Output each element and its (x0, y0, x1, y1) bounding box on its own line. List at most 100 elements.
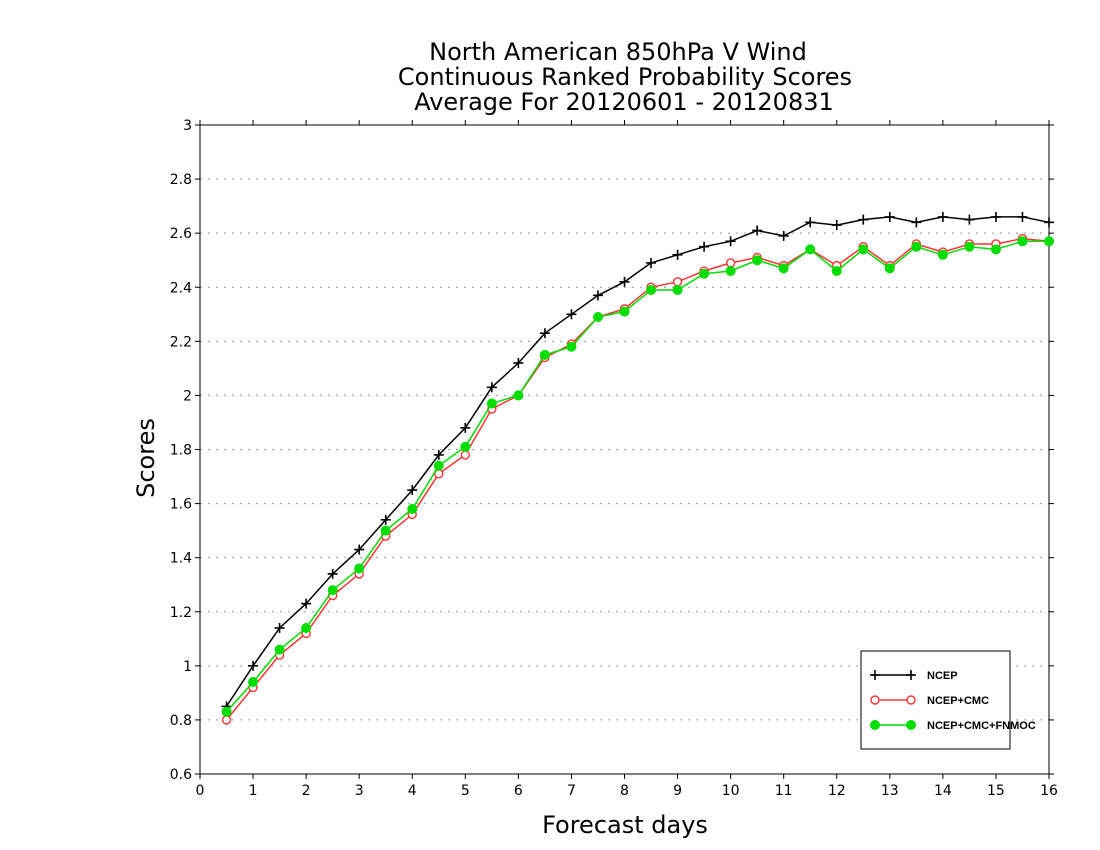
data-point-ncep-cmc-fnmoc (327, 585, 338, 596)
data-point-ncep-cmc-fnmoc (884, 263, 895, 274)
legend-marker (870, 720, 880, 730)
x-tick-label: 15 (987, 783, 1005, 799)
data-point-ncep-cmc-fnmoc (646, 284, 657, 295)
x-tick-label: 3 (355, 783, 364, 799)
data-point-ncep (884, 211, 895, 222)
data-point-ncep (1017, 211, 1028, 222)
data-point-ncep (274, 622, 285, 633)
y-tick-label: 1.2 (170, 605, 192, 621)
y-tick-label: 2.4 (170, 280, 192, 296)
data-point-ncep (380, 514, 391, 525)
data-point-ncep-cmc-fnmoc (592, 311, 603, 322)
plot-frame (199, 124, 1050, 775)
data-point-ncep (486, 382, 497, 393)
legend-items: NCEP NCEP+CMC NCEP+CMC+FNMOC (870, 670, 1036, 732)
data-point-ncep-cmc-fnmoc (805, 244, 816, 255)
data-point-ncep-cmc-fnmoc (725, 266, 736, 277)
data-point-ncep-cmc-fnmoc (460, 441, 471, 452)
data-point-ncep (778, 230, 789, 241)
x-tick-label: 16 (1040, 783, 1058, 799)
x-tick-label: 14 (934, 783, 952, 799)
y-tick-label: 2.8 (170, 172, 192, 188)
grid-lines (200, 178, 1049, 721)
data-point-ncep (699, 241, 710, 252)
data-point-ncep-cmc-fnmoc (858, 244, 869, 255)
x-tick-label: 5 (461, 783, 470, 799)
data-point-ncep-cmc-fnmoc (407, 503, 418, 514)
series-line-ncep-cmc (225, 237, 1050, 721)
series-ncep (221, 211, 1054, 712)
data-point-ncep-cmc (221, 715, 232, 725)
data-point-ncep (460, 422, 471, 433)
data-point-ncep-cmc (672, 277, 683, 287)
y-tick-label: 1 (183, 659, 192, 675)
legend-marker (906, 720, 916, 730)
data-point-ncep-cmc-fnmoc (513, 390, 524, 401)
legend-label: NCEP (927, 670, 958, 682)
x-tick-label: 10 (722, 783, 740, 799)
data-point-ncep (407, 485, 418, 496)
data-point-ncep-cmc-fnmoc (990, 244, 1001, 255)
data-point-ncep-cmc-fnmoc (354, 563, 365, 574)
data-point-ncep-cmc-fnmoc (1044, 236, 1054, 247)
series-layer (221, 211, 1054, 725)
data-point-ncep-cmc-fnmoc (911, 241, 922, 252)
x-tick-label: 12 (828, 783, 846, 799)
data-point-ncep (937, 211, 948, 222)
legend-label: NCEP+CMC+FNMOC (927, 720, 1036, 732)
x-tick-label: 4 (408, 783, 417, 799)
x-tick-label: 2 (302, 783, 311, 799)
y-tick-label: 2 (183, 388, 192, 404)
data-point-ncep (805, 217, 816, 228)
data-point-ncep-cmc-fnmoc (380, 525, 391, 536)
x-tick-label: 6 (514, 783, 523, 799)
data-point-ncep (911, 217, 922, 228)
y-tick-label: 2.6 (170, 226, 192, 242)
data-point-ncep-cmc-fnmoc (248, 677, 259, 688)
y-tick-label: 1.8 (170, 443, 192, 459)
axis-ticks: 0.60.811.21.41.61.822.22.42.62.830 1 2 3 4 5 6… (170, 118, 1058, 799)
data-point-ncep-cmc-fnmoc (433, 460, 444, 471)
data-point-ncep-cmc-fnmoc (937, 249, 948, 260)
x-tick-label: 7 (567, 783, 576, 799)
series-ncep-cmc-fnmoc (221, 236, 1054, 717)
data-point-ncep-cmc-fnmoc (752, 255, 763, 266)
y-tick-label: 1.4 (170, 551, 192, 567)
x-tick-label: 11 (775, 783, 793, 799)
data-point-ncep-cmc-fnmoc (778, 263, 789, 274)
x-tick-label: 0 (196, 783, 205, 799)
y-axis-label: Scores (132, 418, 160, 498)
data-point-ncep-cmc-fnmoc (619, 306, 630, 317)
x-tick-label: 9 (673, 783, 682, 799)
data-point-ncep-cmc-fnmoc (274, 644, 285, 655)
y-tick-label: 1.6 (170, 497, 192, 513)
y-tick-label: 2.2 (170, 334, 192, 350)
legend-marker (906, 695, 916, 705)
legend-marker (870, 670, 880, 680)
series-line-ncep-cmc-fnmoc (225, 240, 1049, 713)
data-point-ncep-cmc-fnmoc (672, 284, 683, 295)
data-point-ncep-cmc-fnmoc (221, 706, 232, 717)
series-line-ncep (225, 216, 1050, 707)
data-point-ncep (646, 257, 657, 268)
data-point-ncep (1044, 217, 1054, 228)
data-point-ncep (858, 214, 869, 225)
data-point-ncep (248, 660, 259, 671)
legend-item-ncep: NCEP (870, 670, 958, 682)
data-point-ncep (592, 290, 603, 301)
data-point-ncep (672, 249, 683, 260)
x-axis-label: Forecast days (542, 811, 708, 839)
data-point-ncep-cmc-fnmoc (699, 268, 710, 279)
data-point-ncep-cmc-fnmoc (831, 266, 842, 277)
data-point-ncep-cmc-fnmoc (964, 241, 975, 252)
data-point-ncep (566, 309, 577, 320)
chart-title-line-1: North American 850hPa V Wind (429, 38, 807, 66)
data-point-ncep (354, 544, 365, 555)
x-tick-label: 13 (881, 783, 899, 799)
chart-title: North American 850hPa V Wind Continuous … (398, 38, 852, 116)
data-point-ncep (513, 357, 524, 368)
chart-title-line-2: Continuous Ranked Probability Scores (398, 63, 852, 91)
legend-marker (870, 695, 880, 705)
data-point-ncep-cmc-fnmoc (539, 349, 550, 360)
